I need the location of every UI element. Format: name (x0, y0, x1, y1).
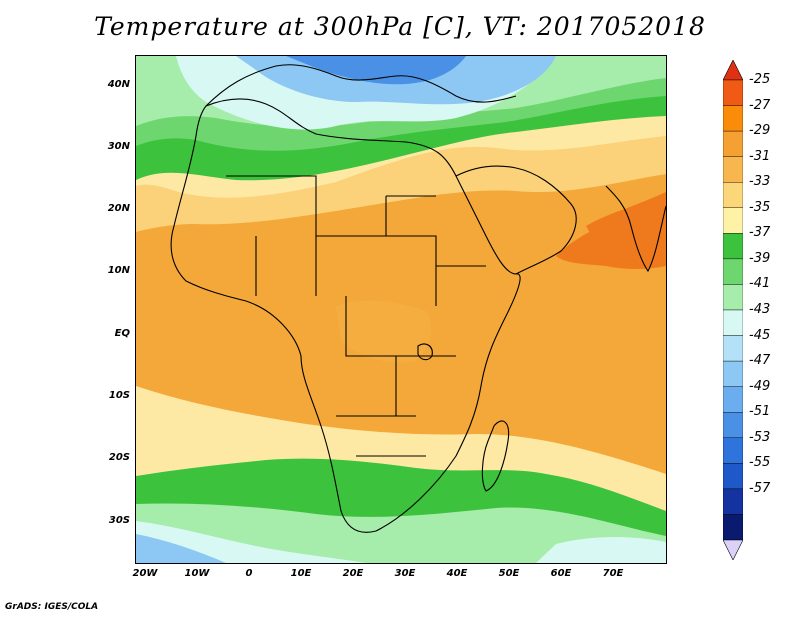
colorbar-label: -53 (749, 429, 771, 445)
field-southeast-cyan (536, 537, 666, 563)
colorbar-label: -57 (749, 480, 771, 496)
colorbar-swatch (723, 437, 743, 464)
temperature-field (136, 56, 666, 563)
colorbar-swatch (723, 284, 743, 311)
lon-label-50e: 50E (498, 568, 520, 579)
lon-label-10e: 10E (290, 568, 312, 579)
colorbar-label: -43 (749, 302, 771, 317)
colorbar-swatch (723, 79, 743, 106)
colorbar-label: -49 (749, 378, 771, 394)
lat-label-10n: 10N (107, 265, 130, 276)
lon-label-0: 0 (245, 568, 253, 579)
lat-label-20n: 20N (107, 203, 130, 214)
colorbar-swatch (723, 360, 743, 387)
colorbar-swatch (723, 386, 743, 413)
lon-label-20e: 20E (342, 568, 364, 579)
lon-label-20w: 20W (132, 568, 158, 579)
colorbar-label: -47 (749, 353, 771, 369)
lat-label-30s: 30S (108, 515, 130, 526)
lon-label-70e: 70E (602, 568, 624, 579)
colorbar-swatch (723, 514, 743, 541)
lat-label-10s: 10S (108, 390, 130, 401)
colorbar-swatch (723, 258, 743, 285)
lon-label-40e: 40E (446, 568, 468, 579)
colorbar-swatch (723, 207, 743, 234)
map-panel (135, 55, 667, 564)
colorbar-label: -55 (749, 455, 771, 471)
lat-label-20s: 20S (108, 452, 130, 463)
arabia-coastline (455, 165, 577, 275)
colorbar-label: -35 (749, 199, 771, 215)
lat-label-40n: 40N (107, 79, 130, 90)
lat-label-eq: EQ (114, 328, 130, 339)
grads-credit: GrADS: IGES/COLA (5, 602, 99, 612)
field-warm-core-arabia-2 (586, 192, 666, 240)
lon-label-30e: 30E (394, 568, 416, 579)
colorbar-swatch (723, 412, 743, 438)
colorbar-swatch (723, 233, 743, 260)
colorbar-label: -41 (749, 276, 771, 292)
colorbar-label: -37 (749, 225, 771, 241)
colorbar-swatch (723, 130, 743, 157)
colorbar-label: -29 (749, 123, 771, 139)
colorbar-swatch (723, 488, 743, 515)
colorbar (723, 60, 743, 560)
lake-victoria (417, 343, 433, 361)
colorbar-swatch (723, 463, 743, 490)
colorbar-swatch (723, 309, 743, 336)
colorbar-swatch (723, 335, 743, 362)
colorbar-label: -45 (749, 327, 771, 343)
colorbar-bottom-arrow (723, 539, 743, 560)
colorbar-label: -39 (749, 250, 771, 266)
map-title: Temperature at 300hPa [C], VT: 201705201… (94, 12, 706, 41)
colorbar-label: -27 (749, 97, 771, 113)
field-south-blue-corner (136, 534, 226, 563)
colorbar-swatch (723, 105, 743, 132)
colorbar-label: -31 (749, 148, 771, 164)
lat-label-30n: 30N (107, 141, 130, 152)
africa-coastline (170, 98, 521, 533)
field-south-lightgreen-band (136, 503, 666, 563)
colorbar-label: -33 (749, 174, 771, 190)
colorbar-label: -51 (749, 404, 771, 420)
lon-label-60e: 60E (550, 568, 572, 579)
colorbar-swatch (723, 182, 743, 208)
colorbar-label: -25 (749, 72, 771, 87)
country-borders (226, 175, 486, 457)
colorbar-top-arrow (723, 60, 743, 81)
coastlines (170, 64, 666, 533)
colorbar-swatch (723, 156, 743, 183)
india-coastline (605, 185, 666, 273)
lon-label-10w: 10W (184, 568, 210, 579)
madagascar-coastline (481, 420, 510, 492)
europe-coastline (205, 64, 517, 107)
field-north-blue-core (286, 56, 466, 85)
field-central-africa-patch (336, 300, 432, 363)
